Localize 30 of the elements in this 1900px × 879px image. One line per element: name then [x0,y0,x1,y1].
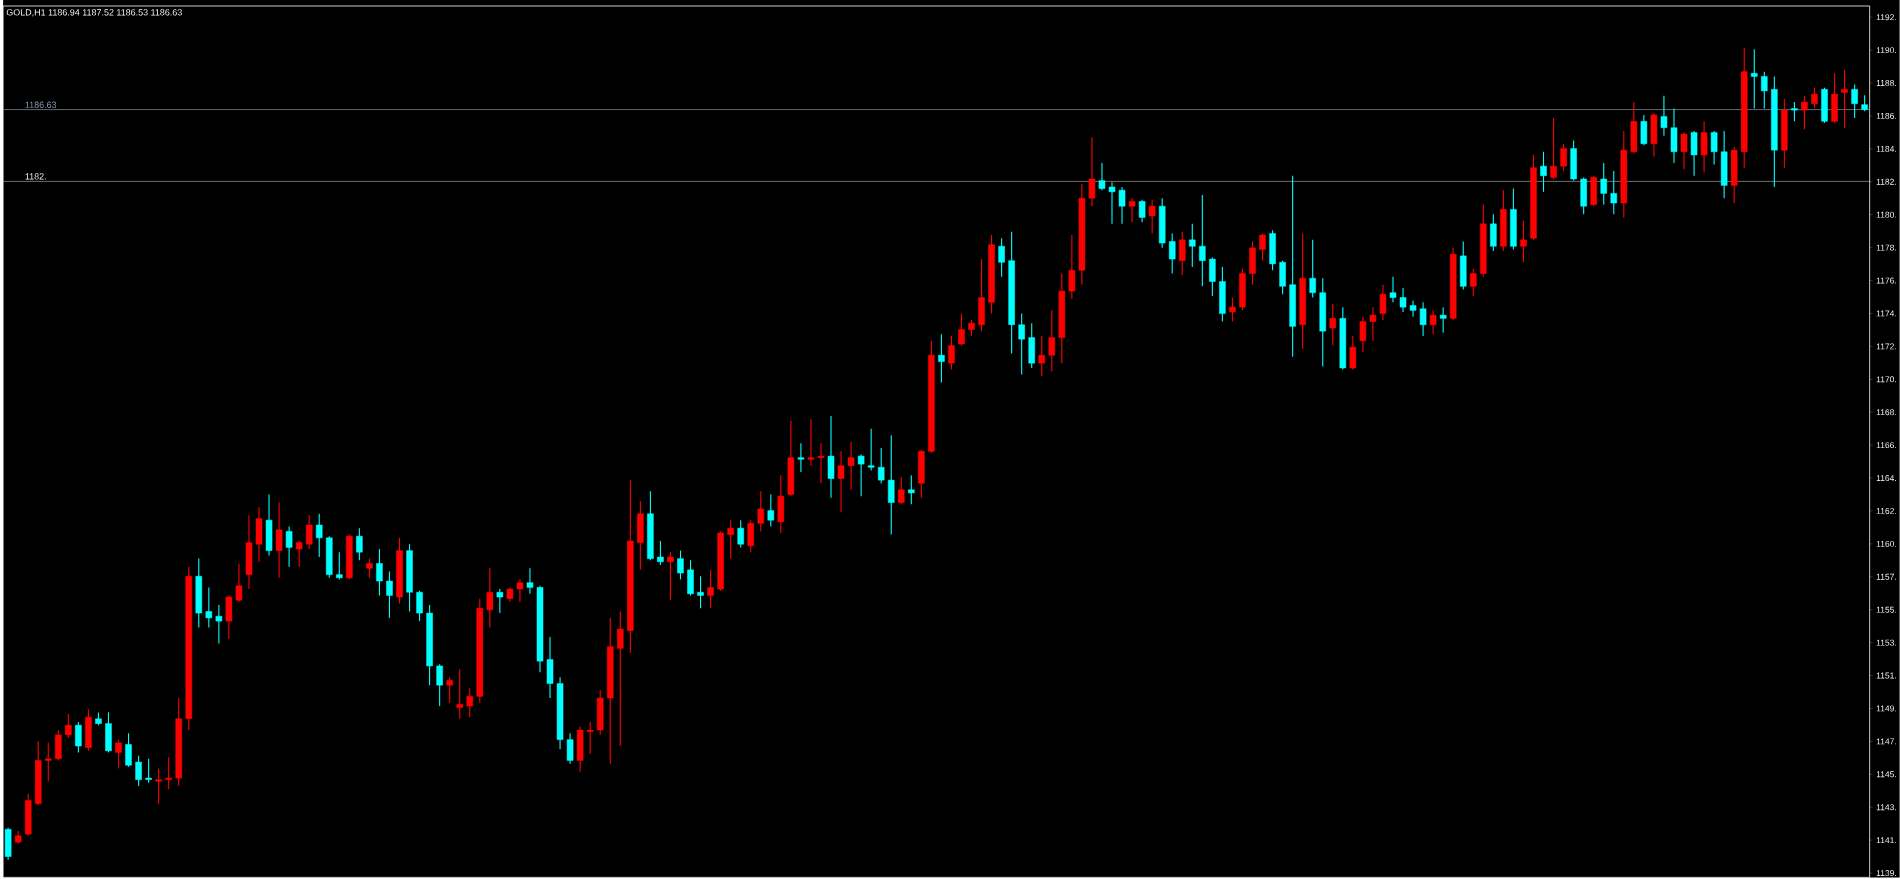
y-tick-label: 1155. [1876,606,1896,613]
y-tick-label: 1145. [1876,771,1896,778]
y-tick-label: 1143. [1876,804,1896,811]
y-tick-label: 1141. [1876,837,1896,843]
y-tick-label: 1176. [1876,277,1896,284]
y-tick-label: 1164. [1876,474,1896,481]
y-tick-label: 1160. [1876,540,1896,547]
y-tick-label: 1157. [1876,573,1896,580]
y-tick-label: 1186. [1876,112,1896,119]
y-tick-label: 1172. [1876,343,1896,350]
y-tick-label: 1178. [1876,244,1896,251]
ref-line-label: 1182. [25,173,46,180]
chart-title: GOLD,H1 1186.94 1187.52 1186.53 1186.63 [6,8,182,17]
ref-line-label: 1186.63 [25,101,57,108]
y-tick-label: 1180. [1876,211,1896,218]
y-tick-label: 1168. [1876,409,1896,416]
y-tick-label: 1149. [1876,705,1896,712]
y-tick-label: 1188. [1876,79,1896,86]
y-tick-label: 1182. [1876,178,1896,185]
y-tick-label: 1153. [1876,639,1896,646]
y-tick-label: 1184. [1876,145,1896,152]
y-tick-label: 1166. [1876,441,1896,448]
y-tick-label: 1170. [1876,376,1896,383]
y-tick-label: 1162. [1876,507,1896,514]
y-tick-label: 1190. [1876,46,1896,53]
y-tick-label: 1147. [1876,738,1896,745]
y-tick-label: 1192. [1876,14,1896,21]
y-tick-label: 1174. [1876,310,1896,317]
y-tick-label: 1151. [1876,672,1896,679]
y-tick-label: 1139. [1876,869,1896,876]
